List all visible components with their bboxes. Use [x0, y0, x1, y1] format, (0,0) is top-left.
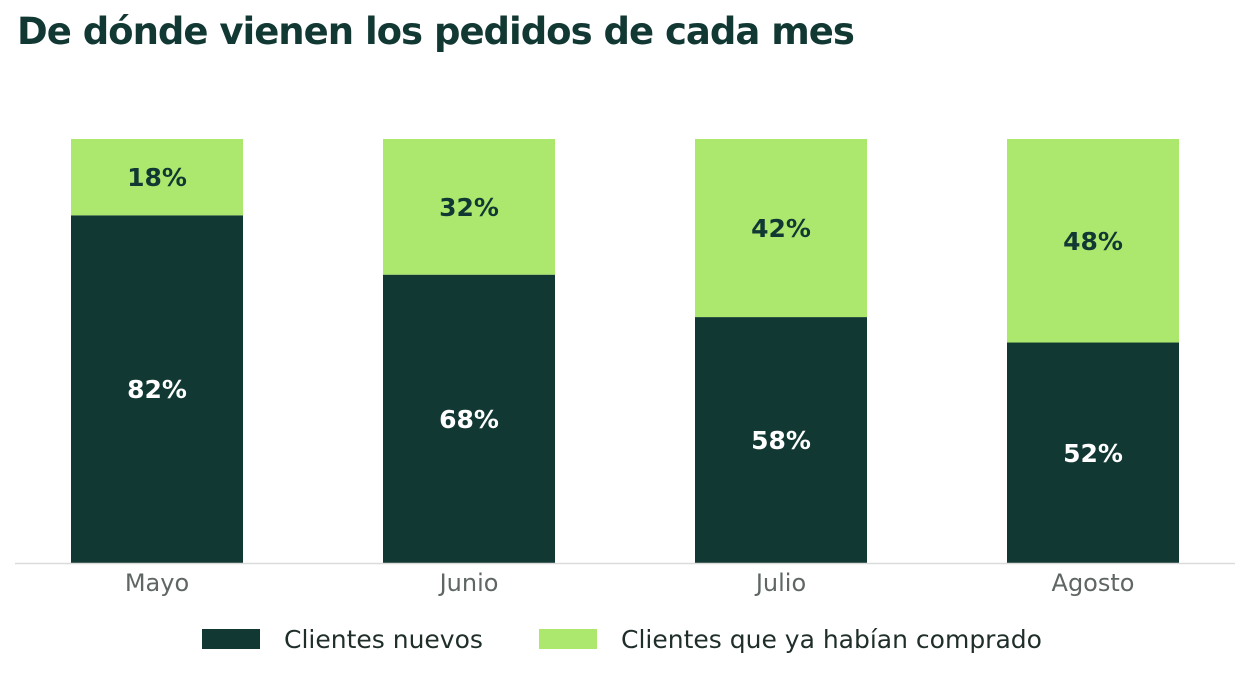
category-label-junio: Junio	[438, 569, 499, 597]
legend-item-recurrentes-label: Clientes que ya habían comprado	[621, 625, 1042, 654]
category-label-julio: Julio	[754, 569, 806, 597]
bar-segment-recurrentes-mayo	[71, 139, 243, 216]
bar-segment-nuevos-agosto	[1007, 342, 1179, 563]
data-label-nuevos-agosto: 52%	[1063, 439, 1123, 468]
legend-item-nuevos-swatch	[202, 629, 260, 649]
bar-segment-recurrentes-junio	[383, 139, 555, 275]
bar-segment-recurrentes-agosto	[1007, 139, 1179, 343]
bar-segment-nuevos-julio	[695, 317, 867, 563]
legend-item-nuevos-label: Clientes nuevos	[284, 625, 483, 654]
data-label-nuevos-julio: 58%	[751, 426, 811, 455]
chart-title: De dónde vienen los pedidos de cada mes	[17, 10, 855, 53]
data-label-recurrentes-agosto: 48%	[1063, 227, 1123, 256]
category-label-mayo: Mayo	[125, 569, 189, 597]
legend-item-recurrentes-swatch	[539, 629, 597, 649]
category-label-agosto: Agosto	[1052, 569, 1135, 597]
data-label-nuevos-junio: 68%	[439, 405, 499, 434]
data-label-recurrentes-mayo: 18%	[127, 163, 187, 192]
bar-segment-nuevos-mayo	[71, 215, 243, 563]
data-label-recurrentes-julio: 42%	[751, 214, 811, 243]
data-label-recurrentes-junio: 32%	[439, 193, 499, 222]
bar-segment-nuevos-junio	[383, 274, 555, 563]
data-label-nuevos-mayo: 82%	[127, 375, 187, 404]
bar-segment-recurrentes-julio	[695, 139, 867, 318]
